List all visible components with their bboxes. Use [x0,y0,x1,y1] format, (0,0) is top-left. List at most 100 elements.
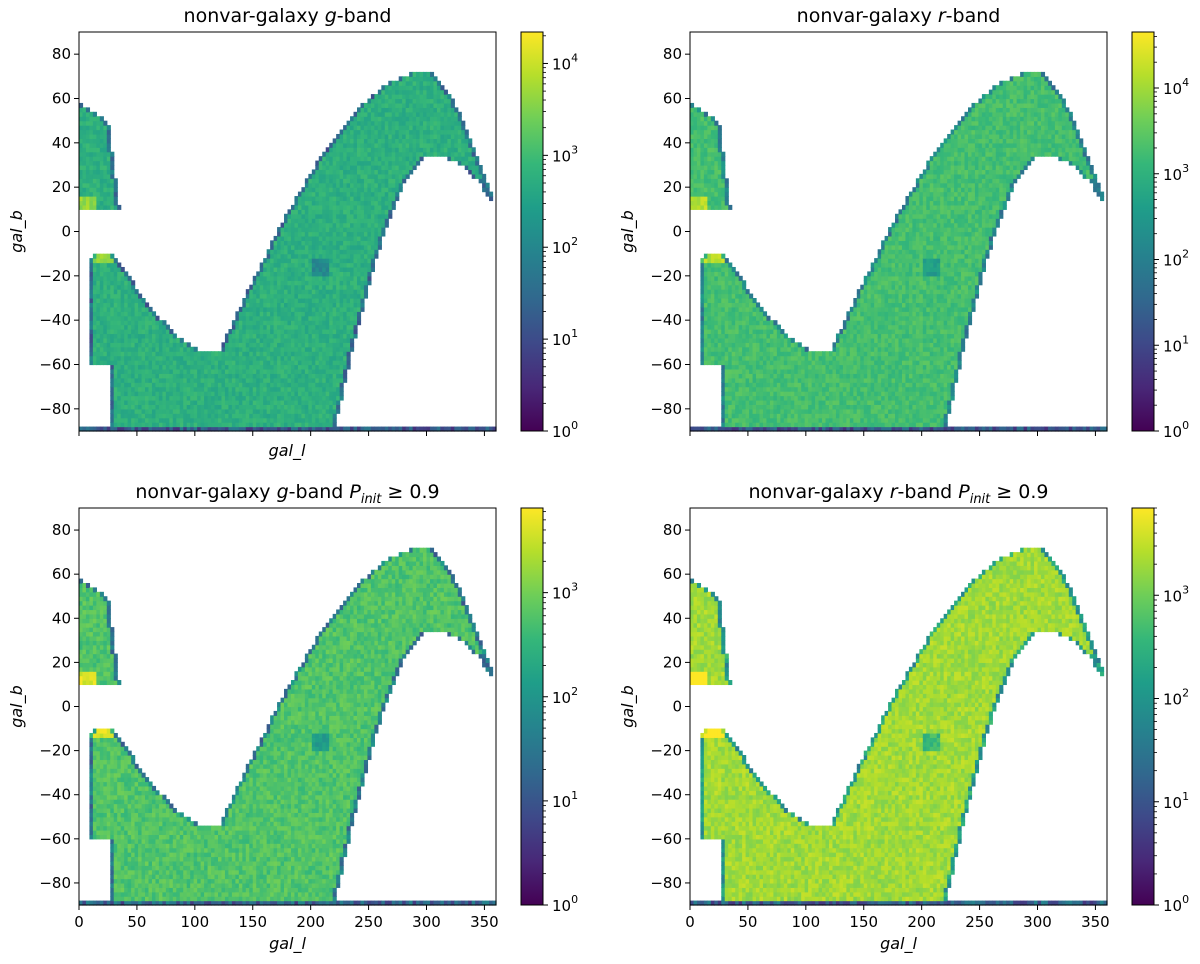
heatmap-cell [318,399,323,405]
heatmap-cell [343,351,348,357]
heatmap-cell [339,346,344,352]
heatmap-cell [120,351,125,357]
heatmap-cell [363,235,369,241]
heatmap-cell [724,266,729,272]
heatmap-cell [377,204,382,210]
heatmap-cell [391,200,396,206]
heatmap-cell [325,382,330,388]
heatmap-cell [710,173,715,179]
heatmap-cell [360,196,365,202]
heatmap-cell [124,284,129,290]
heatmap-cell [318,182,323,188]
heatmap-cell [780,337,785,343]
heatmap-cell [315,399,320,405]
heatmap-cell [304,399,309,405]
heatmap-cell [301,364,306,370]
heatmap-cell [350,266,355,272]
heatmap-cell [696,196,702,202]
heatmap-cell [138,337,143,343]
heatmap-cell [388,173,393,179]
heatmap-cell [179,413,184,419]
heatmap-cell [277,355,282,361]
heatmap-cell [794,399,799,405]
heatmap-cell [384,138,389,144]
heatmap-cell [190,368,195,374]
heatmap-cell [381,102,386,108]
heatmap-cell [717,182,722,188]
heatmap-cell [322,178,327,184]
heatmap-cell [304,200,309,206]
heatmap-cell [89,315,94,321]
heatmap-cell [148,404,153,410]
heatmap-cell [731,355,736,361]
heatmap-cell [353,227,358,233]
heatmap-cell [388,147,393,153]
heatmap-cell [703,191,708,197]
heatmap-cell [322,253,327,259]
heatmap-cell [277,306,282,312]
heatmap-cell [301,306,306,312]
title-suffix: -band [337,5,392,27]
heatmap-cell [96,258,101,264]
heatmap-cell [259,417,264,423]
heatmap-cell [329,391,334,397]
heatmap-cell [329,191,334,197]
heatmap-cell [388,160,393,166]
heatmap-cell [110,377,115,383]
heatmap-cell [235,315,240,321]
heatmap-cell [787,426,792,432]
heatmap-cell [419,102,424,108]
heatmap-cell [113,302,118,308]
heatmap-cell [357,182,362,188]
heatmap-cell [735,289,740,295]
heatmap-cell [311,222,316,228]
heatmap-cell [304,355,309,361]
heatmap-cell [374,240,379,246]
heatmap-cell [106,284,111,290]
heatmap-cell [346,222,351,228]
heatmap-cell [249,324,254,330]
heatmap-cell [416,111,421,117]
heatmap-cell [235,391,240,397]
heatmap-cell [790,386,795,392]
heatmap-cell [318,258,323,264]
heatmap-cell [756,355,761,361]
heatmap-cell [301,280,306,286]
heatmap-cell [710,355,715,361]
heatmap-cell [155,342,160,348]
heatmap-cell [280,395,285,401]
heatmap-cell [339,306,344,312]
heatmap-cell [350,125,355,131]
heatmap-cell [249,391,254,397]
heatmap-cell [308,253,313,259]
heatmap-cell [478,169,483,175]
heatmap-cell [249,413,254,419]
heatmap-cell [367,107,372,113]
heatmap-cell [346,213,351,219]
heatmap-cell [690,173,695,179]
heatmap-cell [172,404,177,410]
heatmap-cell [357,147,362,153]
heatmap-cell [176,404,181,410]
heatmap-cell [426,107,431,113]
heatmap-cell [318,373,323,379]
heatmap-cell [367,426,372,432]
heatmap-cell [742,337,747,343]
heatmap-cell [204,422,209,428]
heatmap-cell [332,235,337,241]
heatmap-cell [270,368,275,374]
ytick-label: −80 [39,400,71,418]
heatmap-cell [388,85,393,91]
heatmap-cell [332,244,337,250]
heatmap-cell [377,111,382,117]
heatmap-cell [82,160,87,166]
heatmap-cell [769,417,774,423]
heatmap-cell [357,302,362,308]
heatmap-cell [124,351,129,357]
heatmap-cell [92,200,97,206]
heatmap-cell [224,426,230,432]
heatmap-cell [398,142,403,148]
heatmap-cell [329,258,334,264]
heatmap-cell [346,129,351,135]
heatmap-cell [471,165,476,171]
